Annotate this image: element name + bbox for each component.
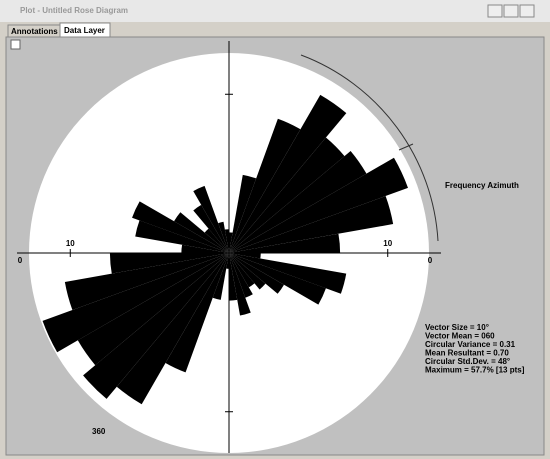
window-title: Plot - Untitled Rose Diagram: [20, 6, 128, 15]
petal: [229, 253, 255, 288]
petal: [64, 253, 229, 311]
petal: [229, 94, 347, 253]
tab-label[interactable]: Annotations: [11, 27, 58, 36]
edge-label: 0: [428, 256, 433, 265]
mean-marker: [398, 143, 414, 151]
petal: [229, 253, 326, 305]
petal: [193, 204, 229, 253]
axis-label: Frequency Azimuth: [445, 181, 519, 190]
close-button[interactable]: [519, 4, 535, 18]
petal: [83, 253, 230, 399]
petal: [229, 157, 408, 253]
stat-line: Vector Mean = 060: [425, 332, 495, 341]
petal: [229, 232, 233, 253]
petal: [116, 253, 229, 405]
stat-line: Circular Std.Dev. = 48°: [425, 357, 510, 366]
petal: [229, 253, 251, 316]
petal: [229, 150, 367, 253]
petal: [229, 253, 261, 259]
mean-arc: [300, 54, 439, 242]
corner-label: 360: [92, 427, 106, 436]
petal: [218, 221, 229, 253]
petal: [77, 253, 229, 366]
petal: [226, 253, 229, 269]
stat-line: Vector Size = 10°: [425, 323, 489, 332]
tick-label: 10: [383, 239, 392, 248]
petal: [229, 195, 394, 253]
minimize-button[interactable]: [487, 4, 503, 18]
petal: [174, 212, 229, 253]
stat-line: Circular Variance = 0.31: [425, 340, 516, 349]
edge-label: 0: [18, 256, 23, 265]
petal: [229, 253, 238, 301]
petal: [229, 174, 257, 253]
petal: [229, 137, 345, 253]
tab-label[interactable]: Data Layer: [64, 26, 105, 35]
petal: [224, 229, 229, 253]
petal: [165, 253, 229, 373]
panel-icon: [10, 39, 21, 50]
petal: [204, 228, 229, 253]
petal: [229, 233, 341, 253]
petal: [132, 201, 229, 253]
stat-line: Mean Resultant = 0.70: [425, 349, 509, 358]
petal: [193, 185, 229, 253]
petal: [229, 253, 284, 294]
petal: [135, 220, 229, 253]
petal: [229, 253, 347, 294]
title-bar: [0, 0, 550, 22]
petal: [229, 253, 253, 298]
maximize-button[interactable]: [503, 4, 519, 18]
petal: [229, 253, 266, 290]
petal: [109, 253, 229, 274]
stat-line: Maximum = 57.7% [13 pts]: [425, 366, 525, 375]
petal: [212, 253, 229, 300]
petal: [181, 244, 229, 253]
petal: [42, 253, 229, 353]
petal: [229, 118, 301, 253]
tick-label: 10: [66, 239, 75, 248]
